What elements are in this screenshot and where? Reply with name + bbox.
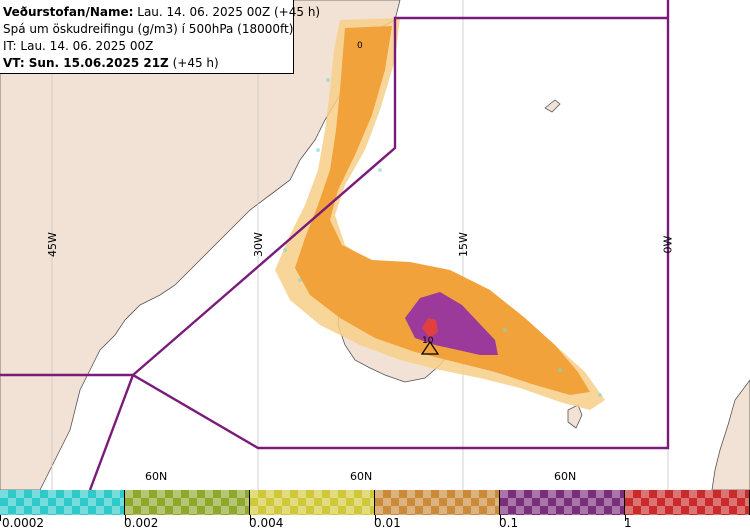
legend-label-5: 1 xyxy=(624,516,632,530)
header-line-4: VT: Sun. 15.06.2025 21Z (+45 h) xyxy=(3,55,293,72)
lat-label-2: 60N xyxy=(350,470,373,483)
legend-label-1: 0.002 xyxy=(124,516,159,530)
legend-tick-2 xyxy=(250,515,251,521)
header-vt-value: (+45 h) xyxy=(172,56,219,70)
legend-swatch-yellow xyxy=(250,490,375,515)
advisory-boundary xyxy=(0,0,670,490)
legend-label-2: 0.004 xyxy=(249,516,284,530)
legend-label-4: 0.1 xyxy=(499,516,519,530)
concentration-legend: 0.0002 0.002 0.004 0.01 0.1 1 xyxy=(0,490,750,532)
lon-label-45w: 45W xyxy=(45,232,59,257)
legend-tick-4 xyxy=(500,515,501,521)
legend-swatch-olive xyxy=(125,490,250,515)
header-line-3: IT: Lau. 14. 06. 2025 00Z xyxy=(3,39,154,53)
legend-tick-5 xyxy=(625,515,626,521)
legend-swatch-cyan xyxy=(0,490,125,515)
volcano-marker xyxy=(420,340,440,355)
lat-label-3: 60N xyxy=(554,470,577,483)
legend-swatch-purple xyxy=(500,490,625,515)
legend-tick-0 xyxy=(0,515,1,521)
lon-label-30w: 30W xyxy=(251,232,265,257)
legend-tick-3 xyxy=(375,515,376,521)
header-name-label: Veðurstofan/Name: xyxy=(3,5,134,19)
lat-label-1: 60N xyxy=(145,470,168,483)
lon-label-0w: 0W xyxy=(661,235,675,254)
legend-swatch-orange xyxy=(375,490,500,515)
ash-plume-mid xyxy=(295,26,590,395)
contour-label-0: 0 xyxy=(357,41,363,51)
ash-plume-peak xyxy=(422,318,438,338)
legend-bar xyxy=(0,490,750,515)
plume-speckle xyxy=(283,78,602,397)
legend-label-3: 0.01 xyxy=(374,516,401,530)
forecast-info-box: Veðurstofan/Name: Lau. 14. 06. 2025 00Z … xyxy=(0,0,320,74)
ash-plume-high xyxy=(405,292,498,355)
header-vt-label: VT: Sun. 15.06.2025 21Z xyxy=(3,56,169,70)
legend-label-0: 0.0002 xyxy=(2,516,44,530)
legend-swatch-red xyxy=(625,490,750,515)
ash-forecast-map: 0 10 xyxy=(0,0,750,490)
header-line-2: Spá um öskudreifingu (g/m3) í 500hPa (18… xyxy=(3,22,294,36)
header-line-1: Veðurstofan/Name: Lau. 14. 06. 2025 00Z … xyxy=(3,4,320,21)
legend-tick-1 xyxy=(125,515,126,521)
lon-label-15w: 15W xyxy=(456,232,470,257)
norway-land xyxy=(711,379,750,490)
header-name-value: Lau. 14. 06. 2025 00Z (+45 h) xyxy=(137,5,321,19)
contour-label-10: 10 xyxy=(422,336,434,346)
